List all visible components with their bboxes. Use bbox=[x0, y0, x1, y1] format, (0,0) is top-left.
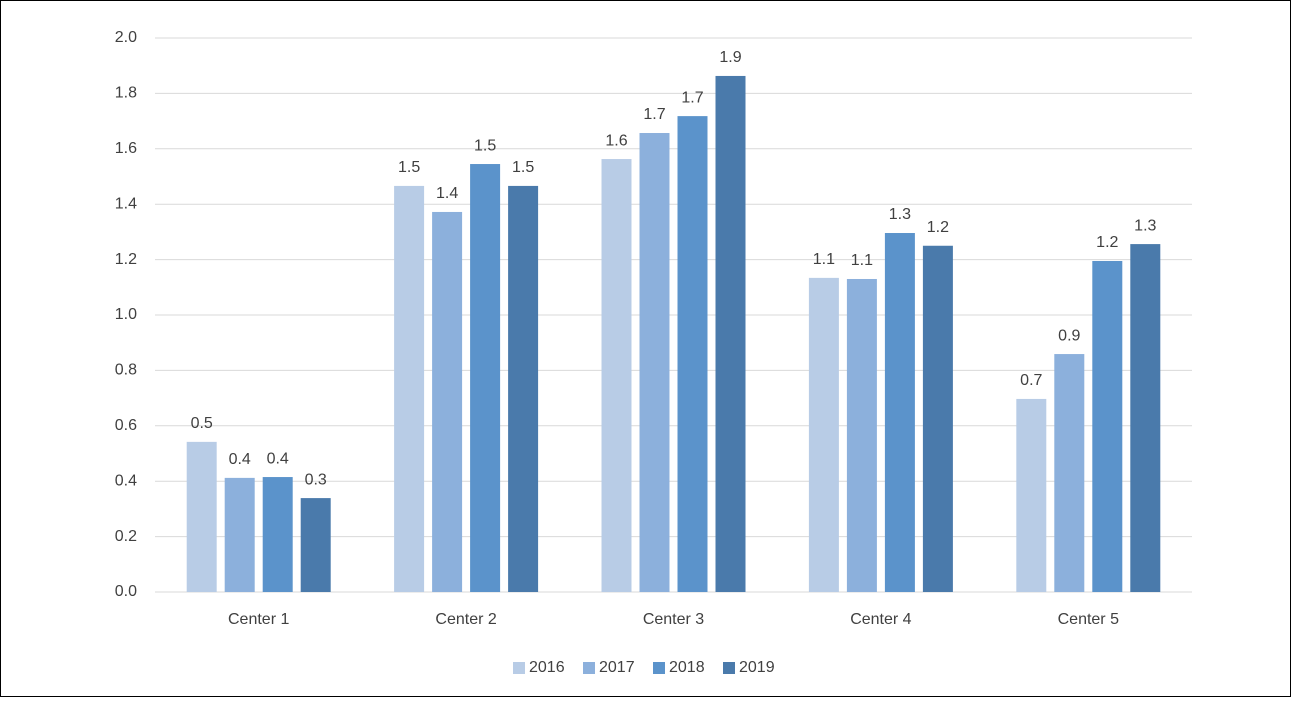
bar bbox=[186, 441, 217, 592]
value-label: 1.7 bbox=[643, 106, 665, 123]
x-tick-label: Center 1 bbox=[228, 611, 289, 628]
value-label: 0.3 bbox=[305, 471, 327, 488]
value-label: 1.9 bbox=[719, 49, 741, 66]
legend-label: 2016 bbox=[529, 659, 565, 676]
value-label: 0.5 bbox=[191, 415, 213, 432]
bar bbox=[808, 277, 839, 592]
y-tick-label: 1.8 bbox=[115, 85, 137, 102]
legend-swatch bbox=[723, 662, 735, 674]
legend-swatch bbox=[513, 662, 525, 674]
legend-swatch bbox=[653, 662, 665, 674]
bar bbox=[432, 211, 463, 592]
value-label: 1.6 bbox=[605, 132, 627, 149]
bar bbox=[846, 278, 877, 592]
bar bbox=[884, 233, 915, 592]
value-label: 1.4 bbox=[436, 185, 458, 202]
bar bbox=[922, 245, 953, 592]
legend-label: 2018 bbox=[669, 659, 705, 676]
value-label: 1.3 bbox=[1134, 217, 1156, 234]
value-label: 1.5 bbox=[512, 159, 534, 176]
bar bbox=[715, 75, 746, 593]
legend-label: 2017 bbox=[599, 659, 635, 676]
value-label: 1.1 bbox=[813, 251, 835, 268]
x-tick-label: Center 2 bbox=[435, 611, 496, 628]
bar bbox=[470, 164, 501, 592]
value-label: 1.2 bbox=[1096, 234, 1118, 251]
y-tick-label: 0.0 bbox=[115, 583, 137, 600]
bar bbox=[601, 159, 632, 592]
bar bbox=[508, 185, 539, 592]
value-label: 1.5 bbox=[398, 159, 420, 176]
bar bbox=[1092, 260, 1123, 592]
bar bbox=[300, 498, 331, 592]
value-label: 1.5 bbox=[474, 137, 496, 154]
value-label: 0.7 bbox=[1020, 372, 1042, 389]
legend-label: 2019 bbox=[739, 659, 775, 676]
y-tick-label: 1.0 bbox=[115, 306, 137, 323]
y-tick-label: 1.2 bbox=[115, 251, 137, 268]
value-label: 1.7 bbox=[681, 89, 703, 106]
y-tick-label: 0.8 bbox=[115, 362, 137, 379]
legend-swatch bbox=[583, 662, 595, 674]
y-tick-label: 0.6 bbox=[115, 417, 137, 434]
bar bbox=[639, 133, 670, 593]
x-tick-label: Center 3 bbox=[643, 611, 704, 628]
bar bbox=[262, 477, 293, 592]
value-label: 0.9 bbox=[1058, 327, 1080, 344]
bar bbox=[677, 116, 708, 592]
value-label: 0.4 bbox=[267, 450, 289, 467]
y-tick-label: 1.6 bbox=[115, 140, 137, 157]
y-tick-label: 0.4 bbox=[115, 472, 137, 489]
value-label: 1.2 bbox=[927, 219, 949, 236]
y-tick-label: 2.0 bbox=[115, 29, 137, 46]
y-tick-label: 0.2 bbox=[115, 528, 137, 545]
bar bbox=[1016, 398, 1047, 592]
bar bbox=[1130, 244, 1161, 592]
bar bbox=[224, 477, 255, 592]
x-tick-label: Center 5 bbox=[1058, 611, 1119, 628]
x-tick-label: Center 4 bbox=[850, 611, 911, 628]
bar bbox=[1054, 354, 1085, 592]
y-tick-label: 1.4 bbox=[115, 195, 137, 212]
value-label: 1.3 bbox=[889, 206, 911, 223]
value-label: 0.4 bbox=[229, 451, 251, 468]
bar bbox=[394, 185, 425, 592]
value-label: 1.1 bbox=[851, 252, 873, 269]
